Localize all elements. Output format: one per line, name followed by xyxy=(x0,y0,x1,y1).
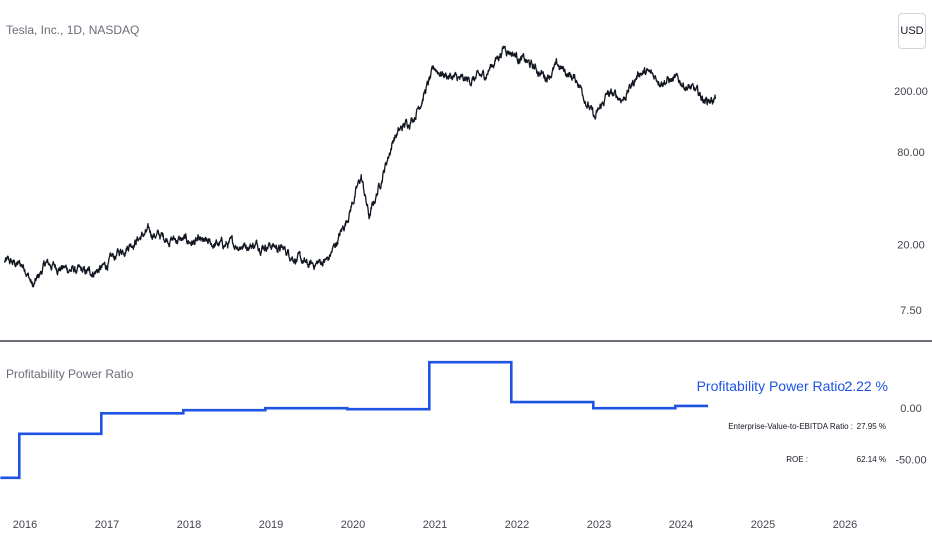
price-axis-tick-label: 20.00 xyxy=(897,240,925,252)
time-axis-tick-label: 2023 xyxy=(587,519,611,531)
symbol-title: Tesla, Inc., 1D, NASDAQ xyxy=(6,23,139,37)
price-series-line xyxy=(3,45,717,288)
indicator-axis-tick-label: -50.00 xyxy=(895,454,926,466)
ev-ebitda-value: 27.95 % xyxy=(857,422,886,431)
ratio-series-line xyxy=(0,360,709,480)
ev-ebitda-label: Enterprise-Value-to-EBITDA Ratio : xyxy=(728,422,853,431)
roe-label: ROE : xyxy=(786,455,808,464)
currency-button[interactable]: USD xyxy=(898,13,926,49)
price-axis-tick-label: 200.00 xyxy=(894,86,928,98)
time-axis-tick-label: 2021 xyxy=(423,519,447,531)
time-axis-tick-label: 2017 xyxy=(95,519,119,531)
time-axis-tick-label: 2025 xyxy=(751,519,775,531)
indicator-title: Profitability Power Ratio xyxy=(6,367,134,381)
ratio-value: 2.22 % xyxy=(844,378,888,394)
time-axis-tick-label: 2016 xyxy=(13,519,37,531)
price-axis-tick-label: 80.00 xyxy=(897,147,925,159)
time-axis-tick-label: 2020 xyxy=(341,519,365,531)
roe-value: 62.14 % xyxy=(857,455,886,464)
time-axis-tick-label: 2024 xyxy=(669,519,693,531)
price-axis[interactable]: 200.00 80.00 20.00 7.50 xyxy=(894,86,928,317)
indicator-axis-tick-label: 0.00 xyxy=(900,403,921,415)
time-axis-tick-label: 2018 xyxy=(177,519,201,531)
indicator-pane xyxy=(0,360,709,480)
ratio-label: Profitability Power Ratio : xyxy=(697,378,853,394)
time-axis-tick-label: 2022 xyxy=(505,519,529,531)
time-axis-tick-label: 2019 xyxy=(259,519,283,531)
price-axis-tick-label: 7.50 xyxy=(900,305,921,317)
price-pane xyxy=(3,45,717,288)
time-axis[interactable]: 2016 2017 2018 2019 2020 2021 2022 2023 2024 2025… xyxy=(13,519,857,531)
indicator-axis[interactable]: 0.00 -50.00 xyxy=(895,403,926,466)
time-axis-tick-label: 2026 xyxy=(833,519,857,531)
